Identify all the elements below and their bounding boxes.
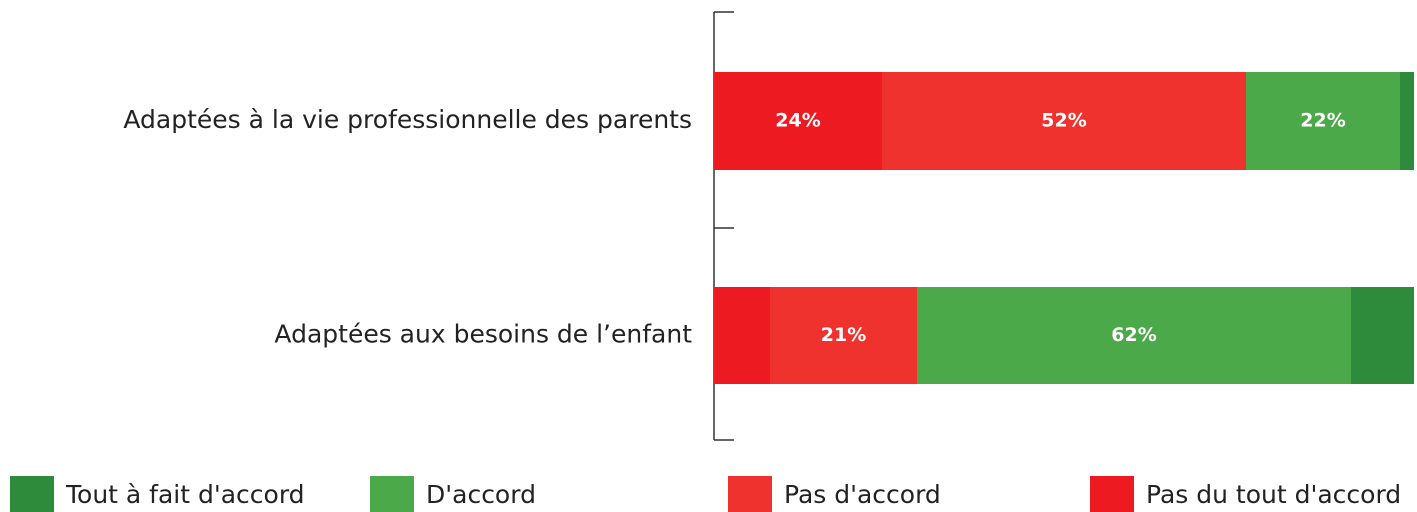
bar-segment [917, 287, 1351, 384]
legend-swatch [10, 476, 54, 512]
data-label: 62% [1111, 324, 1156, 346]
bar-segment [1400, 72, 1414, 170]
legend-swatch [370, 476, 414, 512]
data-label: 52% [1041, 110, 1086, 132]
legend-swatch [1090, 476, 1134, 512]
legend-label: Tout à fait d'accord [65, 480, 305, 509]
data-label: 22% [1300, 110, 1345, 132]
bar-segment [1351, 287, 1414, 384]
category-label: Adaptées à la vie professionnelle des pa… [123, 105, 692, 134]
data-label: 21% [821, 324, 866, 346]
bar-segment [1246, 72, 1400, 170]
category-label: Adaptées aux besoins de l’enfant [274, 320, 692, 349]
bar-segment [770, 287, 917, 384]
legend-label: Pas du tout d'accord [1146, 480, 1401, 509]
bar-segment [882, 72, 1246, 170]
data-label: 24% [775, 110, 820, 132]
legend-label: D'accord [426, 480, 536, 509]
bar-segment [714, 287, 770, 384]
legend-swatch [728, 476, 772, 512]
bar-segment [714, 72, 882, 170]
legend-label: Pas d'accord [784, 480, 941, 509]
